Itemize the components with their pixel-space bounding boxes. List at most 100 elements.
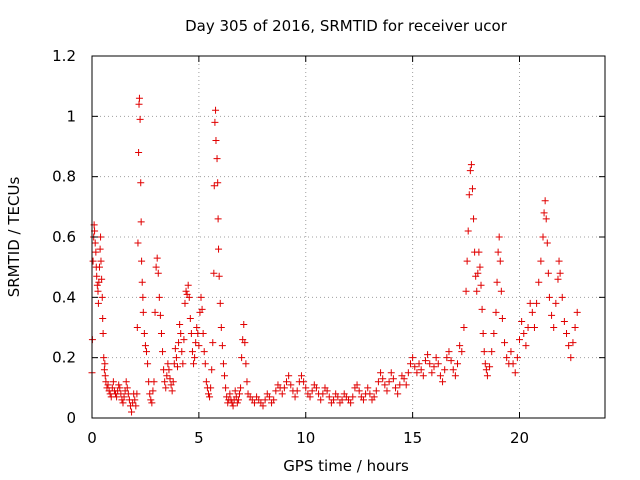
- data-point: [141, 342, 149, 350]
- data-point: [222, 384, 230, 392]
- data-point: [507, 348, 515, 356]
- data-point: [215, 272, 223, 280]
- data-point: [513, 354, 521, 362]
- grid-lines: [92, 56, 605, 418]
- data-point: [96, 245, 104, 253]
- data-point: [353, 381, 361, 389]
- data-point: [184, 281, 192, 289]
- data-point: [135, 100, 143, 108]
- data-point: [190, 360, 198, 368]
- data-point: [501, 339, 509, 347]
- data-point: [208, 366, 216, 374]
- data-point: [411, 363, 419, 371]
- data-point: [496, 257, 504, 265]
- data-point: [119, 399, 127, 407]
- data-point: [199, 330, 207, 338]
- data-point: [424, 351, 432, 359]
- data-point: [526, 299, 534, 307]
- data-point: [482, 366, 490, 374]
- data-point: [259, 402, 267, 410]
- data-point: [383, 387, 391, 395]
- data-point: [128, 408, 136, 416]
- data-point: [187, 330, 195, 338]
- data-point: [554, 275, 562, 283]
- x-tick-label: 5: [194, 429, 204, 447]
- data-point: [285, 372, 293, 380]
- data-point: [283, 378, 291, 386]
- y-tick-labels: 0 0.2 0.4 0.6 0.8 1 1.2: [52, 47, 76, 427]
- data-point: [133, 324, 141, 331]
- data-point: [280, 384, 288, 392]
- data-point: [237, 384, 245, 392]
- data-point: [136, 115, 144, 123]
- data-point: [370, 393, 378, 401]
- y-tick-label: 0.8: [52, 168, 76, 186]
- data-point: [161, 378, 169, 386]
- data-point: [134, 239, 142, 247]
- data-point: [270, 396, 278, 404]
- data-point: [91, 239, 99, 247]
- data-point: [113, 393, 121, 401]
- data-point: [109, 378, 117, 386]
- data-point: [250, 399, 258, 407]
- data-point: [330, 396, 338, 404]
- data-point: [204, 390, 212, 398]
- data-point: [100, 366, 108, 374]
- data-point: [466, 167, 474, 175]
- data-point: [497, 287, 505, 295]
- data-point: [573, 308, 581, 316]
- data-point: [207, 384, 215, 392]
- data-point: [171, 345, 179, 353]
- data-point: [214, 179, 222, 187]
- data-point: [516, 336, 523, 344]
- data-point: [312, 384, 320, 392]
- data-point: [210, 182, 218, 190]
- data-point: [287, 381, 295, 389]
- data-point: [172, 354, 180, 362]
- data-point: [385, 378, 393, 386]
- x-tick-label: 20: [510, 429, 529, 447]
- data-point: [379, 375, 387, 383]
- data-point: [140, 330, 148, 338]
- data-point: [241, 339, 249, 347]
- data-point: [569, 339, 577, 347]
- data-point: [97, 233, 105, 241]
- data-point: [400, 375, 408, 383]
- data-point: [170, 360, 178, 368]
- data-point: [123, 384, 131, 392]
- data-point: [498, 314, 506, 322]
- data-point: [233, 399, 241, 407]
- data-point: [148, 399, 156, 407]
- data-point: [443, 354, 451, 362]
- data-point: [195, 342, 203, 350]
- data-point: [428, 369, 436, 377]
- data-point: [349, 393, 357, 401]
- data-point: [377, 369, 385, 377]
- data-point: [441, 366, 449, 374]
- data-point: [436, 372, 444, 380]
- data-point: [552, 299, 560, 307]
- data-point: [182, 287, 190, 295]
- data-point: [243, 378, 251, 386]
- data-point: [563, 330, 571, 338]
- data-point: [317, 396, 325, 404]
- data-point: [524, 324, 532, 331]
- data-point: [419, 372, 427, 380]
- data-point: [473, 287, 481, 295]
- data-point: [185, 293, 193, 301]
- data-point: [308, 387, 316, 395]
- data-point: [218, 342, 226, 350]
- data-point: [493, 278, 501, 286]
- data-point: [421, 357, 429, 365]
- data-point: [451, 372, 459, 380]
- data-point: [146, 390, 154, 398]
- data-point: [242, 360, 250, 368]
- axis-ticks: [91, 55, 605, 419]
- data-point: [211, 118, 219, 126]
- x-tick-label: 15: [403, 429, 422, 447]
- data-point: [347, 399, 355, 407]
- y-tick-label: 0.6: [52, 228, 76, 246]
- data-point: [392, 384, 400, 392]
- data-point: [470, 215, 478, 223]
